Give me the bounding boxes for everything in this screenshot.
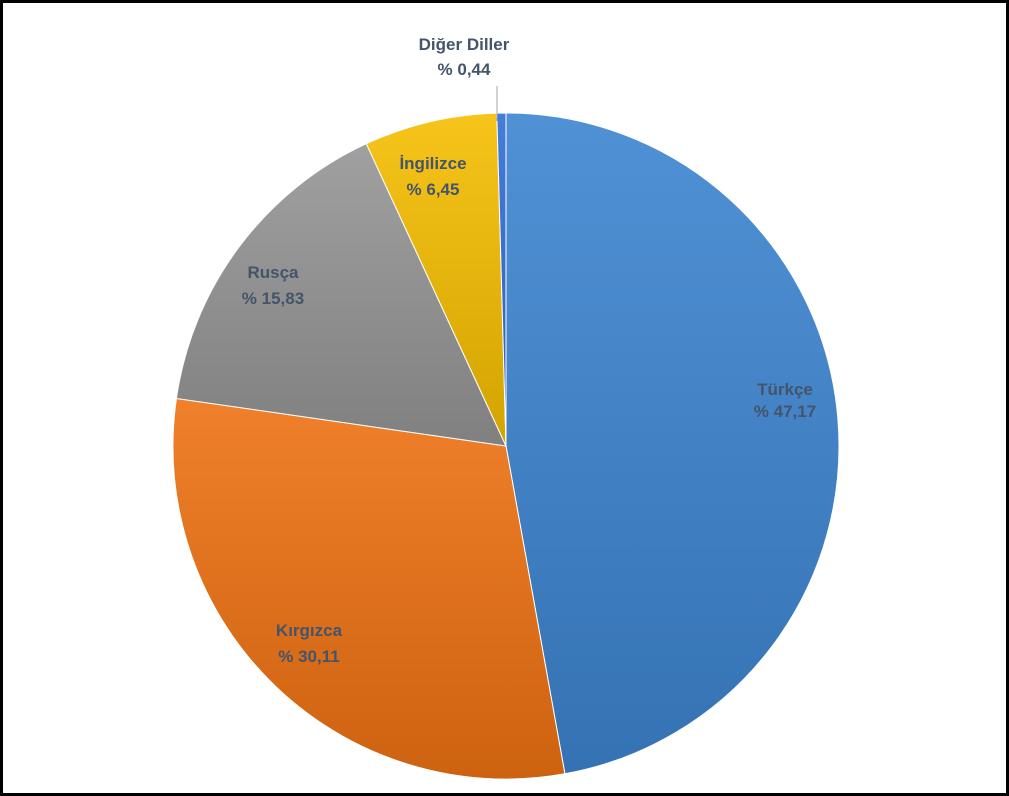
label-name-turkce: Türkçe xyxy=(757,380,813,399)
label-value-ingilizce: % 6,45 xyxy=(407,180,460,199)
label-value-rusca: % 15,83 xyxy=(242,289,304,308)
label-value-diger-diller: % 0,44 xyxy=(438,60,491,79)
pie-chart: Türkçe % 47,17 Kırgızca % 30,11 Rusça % 15,83… xyxy=(172,35,840,780)
slice-kirgizca xyxy=(172,397,566,780)
data-labels: Türkçe % 47,17 Kırgızca % 30,11 Rusça % 15,83… xyxy=(242,35,816,666)
label-name-kirgizca: Kırgızca xyxy=(276,621,343,640)
pie-slices xyxy=(172,112,840,780)
slice-turkce xyxy=(505,112,840,775)
label-value-turkce: % 47,17 xyxy=(754,402,816,421)
label-name-rusca: Rusça xyxy=(247,263,299,282)
label-value-kirgizca: % 30,11 xyxy=(278,647,339,666)
label-name-diger-diller: Diğer Diller xyxy=(419,35,510,54)
slice-ingilizce xyxy=(365,112,507,447)
slice-rusca xyxy=(175,143,507,447)
label-name-ingilizce: İngilizce xyxy=(399,154,466,173)
